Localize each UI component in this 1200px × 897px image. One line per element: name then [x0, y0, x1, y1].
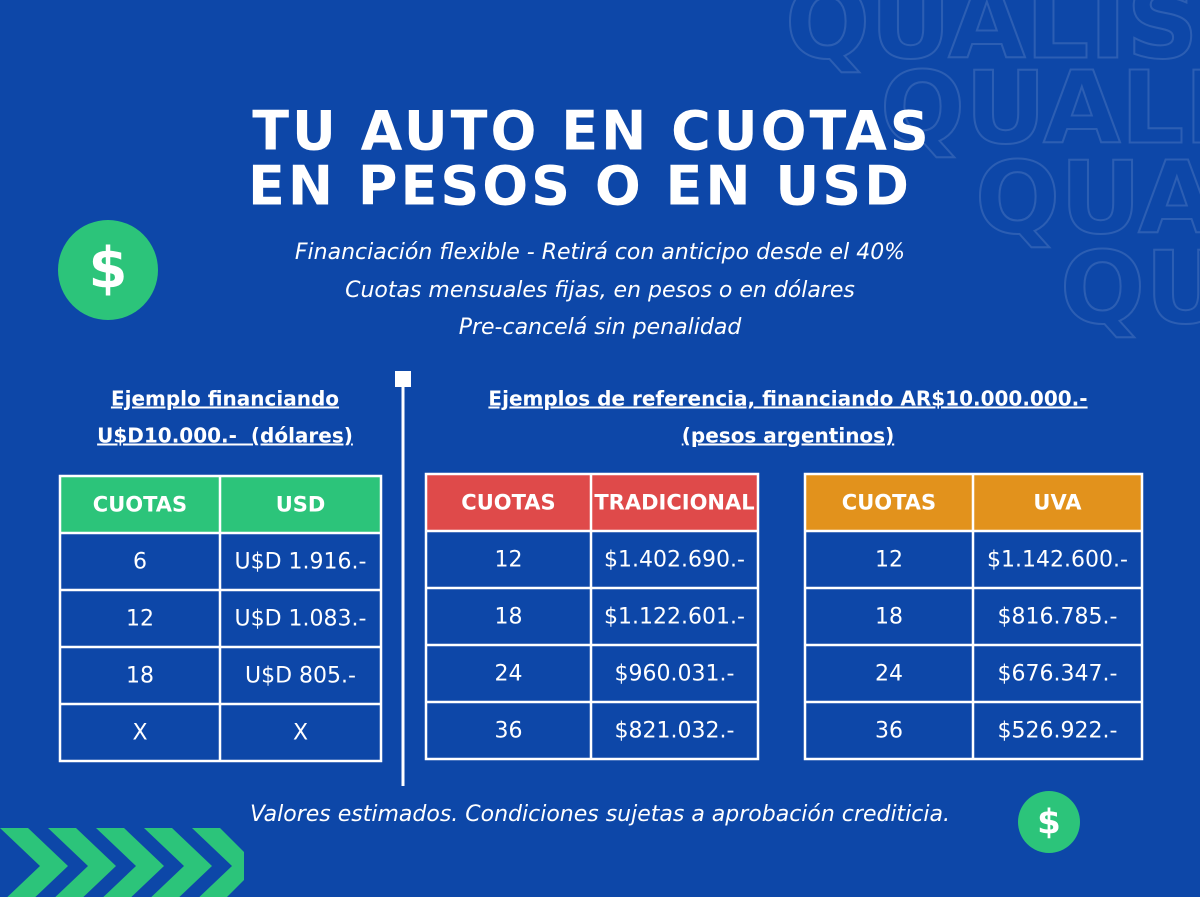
table-cell: $526.922.- — [998, 719, 1118, 744]
table-cell: U$D 805.- — [245, 664, 356, 689]
table-cell: 36 — [495, 719, 523, 744]
icon-circle — [58, 220, 158, 320]
table-cell: 36 — [875, 719, 903, 744]
left-heading: U$D10.000.- (dólares) — [97, 424, 353, 448]
table-cell: 24 — [875, 662, 903, 687]
table-header: CUOTAS — [842, 491, 936, 515]
right-heading: Ejemplos de referencia, financiando AR$1… — [488, 387, 1087, 411]
footnote: Valores estimados. Condiciones sujetas a… — [250, 802, 950, 827]
watermark: QUALIS — [975, 139, 1200, 256]
table-cell: 6 — [133, 550, 147, 575]
table-cell: 18 — [126, 664, 154, 689]
table-cell: 12 — [126, 607, 154, 632]
watermark: QUALIS — [785, 0, 1198, 81]
icon: $ — [89, 236, 128, 301]
table-cell: $1.402.690.- — [604, 548, 745, 573]
table-cell: X — [132, 721, 147, 746]
table-cell: 18 — [495, 605, 523, 630]
table-header: UVA — [1033, 491, 1082, 515]
right-heading: (pesos argentinos) — [682, 424, 894, 448]
table-cell: 12 — [875, 548, 903, 573]
table-header: USD — [276, 493, 326, 517]
table-cell: 18 — [875, 605, 903, 630]
table-cell: 12 — [495, 548, 523, 573]
table-cell: $676.347.- — [998, 662, 1118, 687]
table-cell: X — [293, 721, 308, 746]
watermark: QUALIS — [1060, 229, 1200, 346]
subtitle: Pre-cancelá sin penalidad — [459, 315, 743, 340]
table-cell: U$D 1.083.- — [235, 607, 367, 632]
left-heading: Ejemplo financiando — [111, 387, 339, 411]
icon-circle — [1018, 791, 1080, 853]
table-cell: $821.032.- — [615, 719, 735, 744]
table-header: TRADICIONAL — [594, 491, 754, 515]
table-cell: $1.142.600.- — [987, 548, 1128, 573]
table-cell: $1.122.601.- — [604, 605, 745, 630]
table-header: CUOTAS — [461, 491, 555, 515]
table-cell: $960.031.- — [615, 662, 735, 687]
subtitle: Financiación flexible - Retirá con antic… — [295, 240, 905, 265]
watermark: QUALIS — [880, 49, 1200, 166]
table-cell: 24 — [495, 662, 523, 687]
subtitle: Cuotas mensuales fijas, en pesos o en dó… — [345, 278, 855, 303]
divider-square — [395, 371, 411, 387]
title: EN PESOS O EN USD — [248, 155, 912, 218]
chevrons — [0, 828, 244, 897]
title: TU AUTO EN CUOTAS — [252, 100, 932, 163]
icon: $ — [1037, 803, 1061, 843]
table-header: CUOTAS — [93, 493, 187, 517]
table-cell: U$D 1.916.- — [235, 550, 367, 575]
table-cell: $816.785.- — [998, 605, 1118, 630]
